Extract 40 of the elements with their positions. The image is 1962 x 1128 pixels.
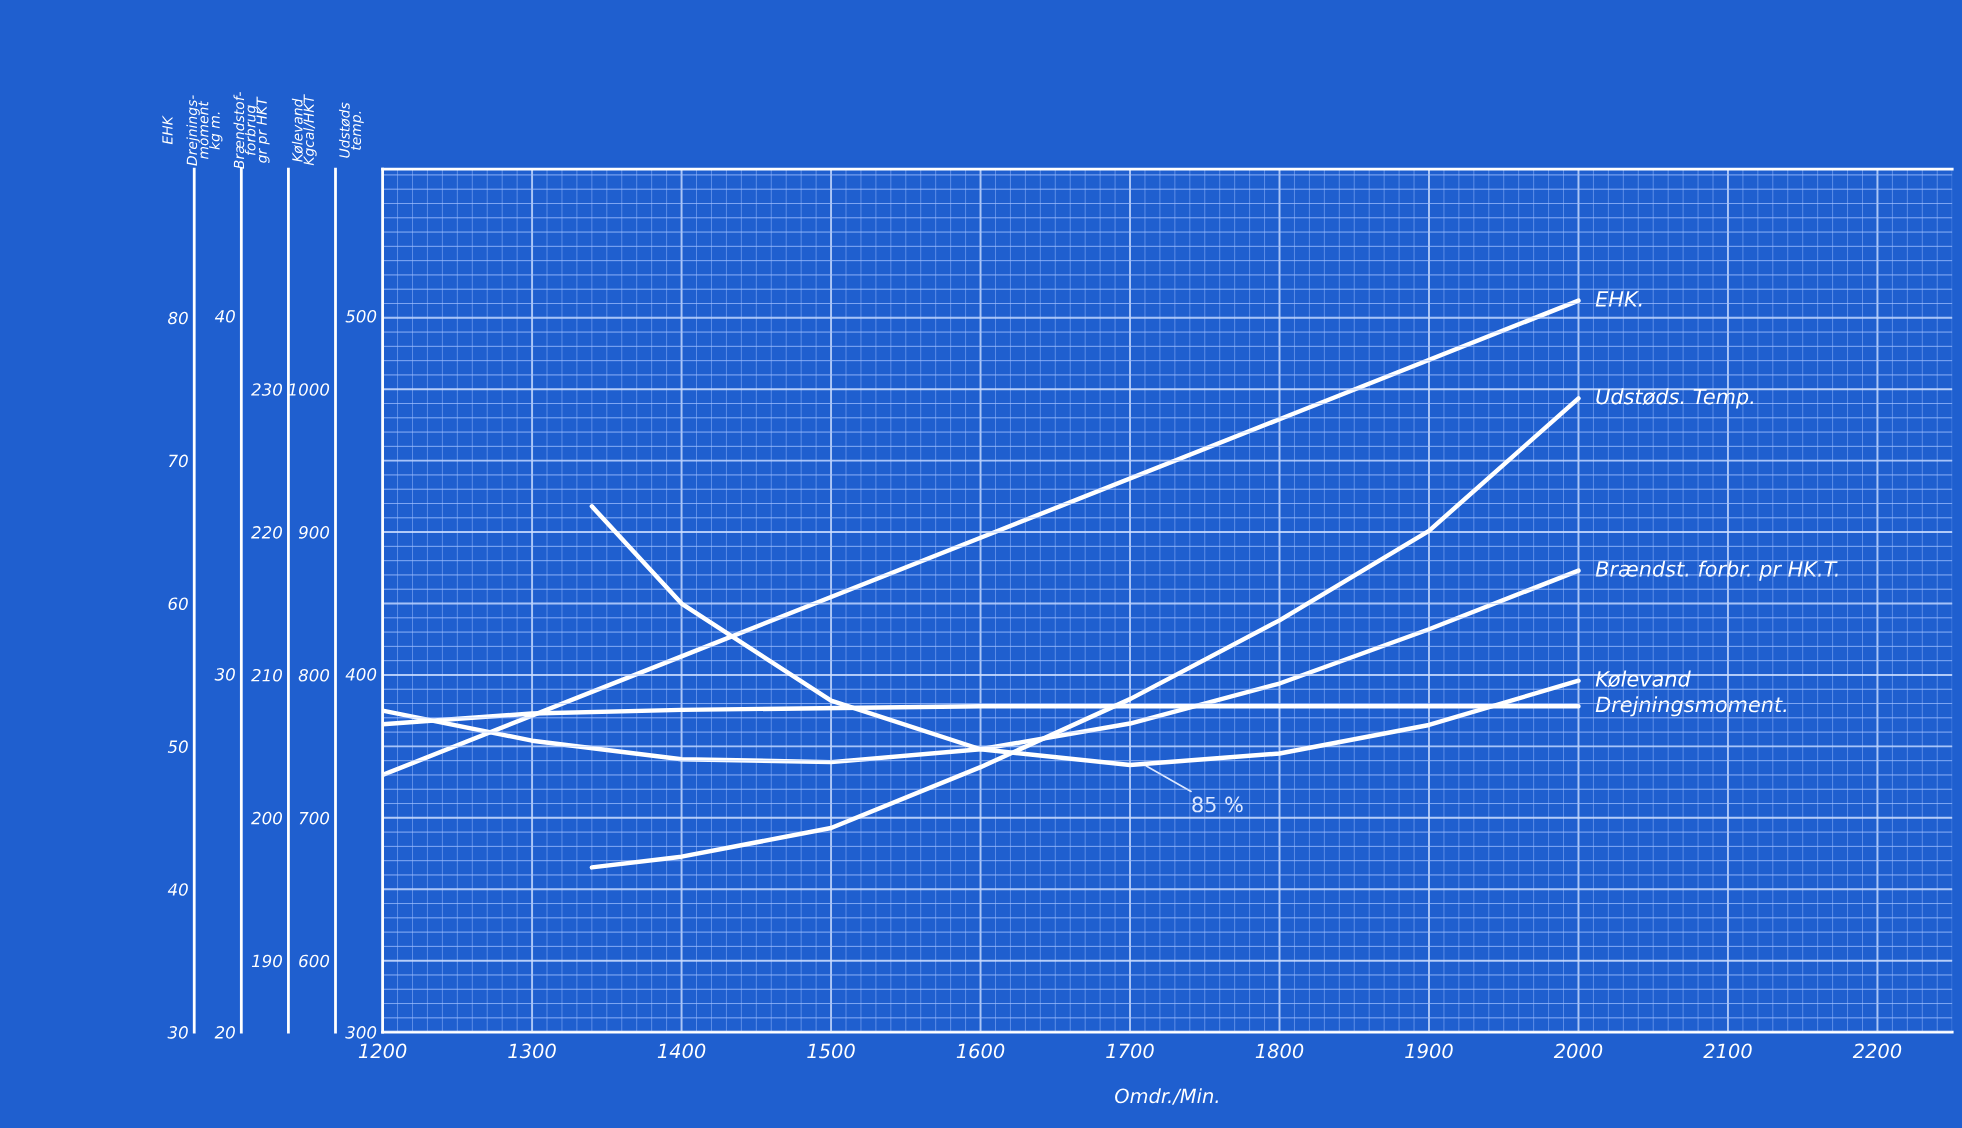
y-tick-label: 800 [298,668,330,682]
y2-tick-label: 20 [214,1026,235,1039]
x-tick-label: 2000 [1553,1043,1603,1059]
annotation: 85 % [1192,796,1243,813]
y-tick-label: 900 [298,526,330,539]
y2-axis-title: Udstøds temp. [338,102,364,158]
series-label: EHK. [1595,291,1642,307]
y2-tick-label: 400 [345,668,377,681]
y-tick-label: 70 [169,454,188,468]
x-tick-label: 2200 [1852,1043,1902,1059]
y-axis-title: Kølevand Kgcal/HKT [291,94,317,166]
y2-axis-title: Drejnings- moment kg m. [186,95,223,166]
y3-tick-label: 200 [251,811,283,825]
y3-tick-label: 210 [251,668,283,682]
y-tick-label: 30 [167,1026,188,1039]
y2-tick-label: 40 [214,309,235,323]
y-tick-label: 40 [167,883,188,896]
x-tick-label: 1900 [1405,1043,1453,1059]
y-tick-label: 600 [299,954,330,968]
y-axis-title: EHK [162,115,173,145]
y3-axis-title: Brændstof- forbrug gr pr HKT [233,92,270,169]
y3-tick-label: 220 [251,526,283,539]
x-tick-label: 2100 [1703,1043,1752,1059]
x-tick-label: 1400 [657,1043,706,1059]
y2-tick-label: 300 [345,1026,377,1039]
x-tick-label: 1600 [956,1043,1005,1059]
x-tick-label: 1800 [1255,1043,1304,1059]
x-tick-label: 1700 [1106,1043,1154,1059]
y-tick-label: 80 [168,311,188,325]
y2-tick-label: 500 [345,309,377,323]
y-tick-label: 700 [299,811,330,825]
y-tick-label: 50 [167,740,188,753]
y-tick-label: 60 [168,597,188,611]
x-tick-label: 1200 [358,1043,407,1059]
y3-tick-label: 190 [251,954,283,968]
x-tick-label: 1500 [807,1043,855,1059]
y3-tick-label: 230 [251,383,283,396]
x-tick-label: 1300 [508,1043,556,1059]
x-axis-title: Omdr./Min. [1115,1088,1218,1105]
y2-tick-label: 30 [214,668,235,681]
